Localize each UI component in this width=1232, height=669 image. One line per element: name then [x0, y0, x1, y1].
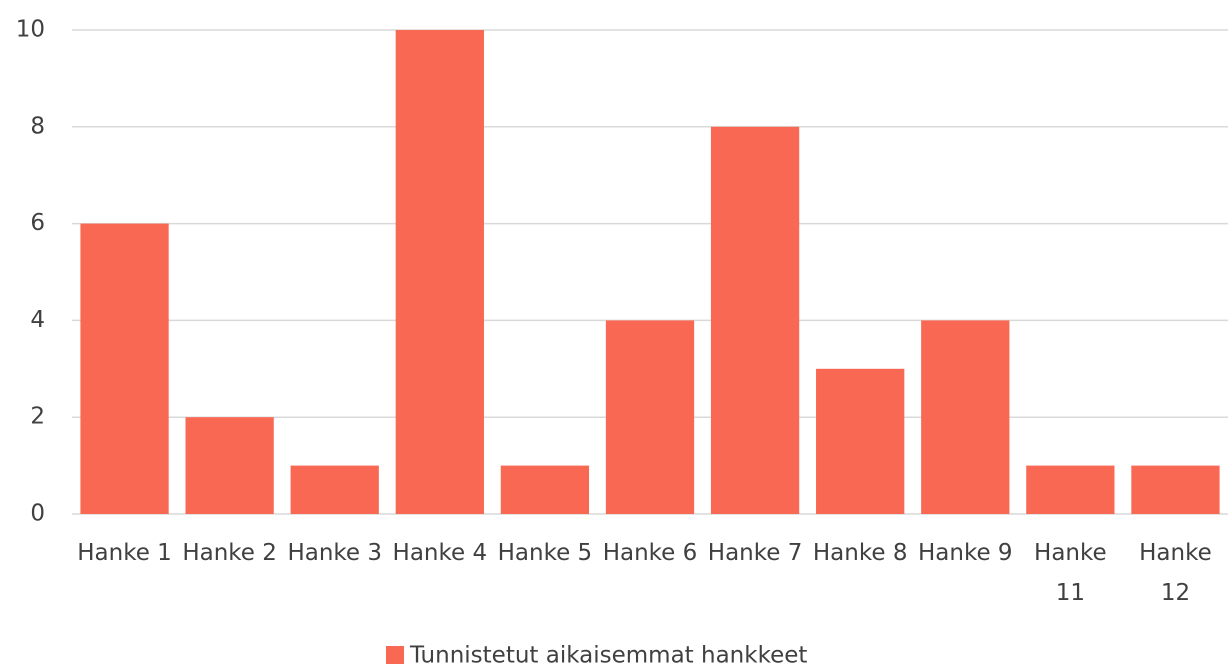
bar — [80, 223, 169, 514]
legend-label: Tunnistetut aikaisemmat hankkeet — [409, 643, 807, 669]
y-tick-label: 8 — [30, 113, 45, 139]
x-tick-label: Hanke 5 — [497, 540, 593, 566]
bar — [395, 30, 484, 514]
x-tick-label: Hanke 1 — [77, 540, 172, 566]
y-tick-label: 0 — [30, 501, 45, 527]
y-tick-label: 6 — [30, 210, 45, 236]
y-tick-label: 10 — [16, 17, 45, 43]
x-tick-label: Hanke 7 — [707, 540, 803, 566]
x-tick-label: Hanke 12 — [1139, 540, 1212, 606]
x-tick-label: Hanke 6 — [602, 540, 698, 566]
bar — [1131, 465, 1220, 514]
bar — [500, 465, 590, 514]
bar — [1026, 465, 1115, 514]
x-tick-label: Hanke 3 — [287, 540, 382, 566]
legend-swatch — [386, 646, 404, 664]
x-tick-label: Hanke 11 — [1034, 540, 1107, 606]
bar — [816, 368, 905, 514]
y-tick-label: 2 — [30, 404, 45, 430]
bar — [185, 417, 274, 514]
x-tick-label: Hanke 2 — [182, 540, 277, 566]
x-tick-label: Hanke 8 — [812, 540, 908, 566]
bar — [921, 320, 1010, 514]
y-tick-label: 4 — [30, 307, 45, 333]
x-tick-label: Hanke 4 — [392, 540, 488, 566]
bar — [290, 465, 379, 514]
x-tick-label: Hanke 9 — [917, 540, 1013, 566]
bar — [605, 320, 695, 514]
bar — [710, 126, 800, 515]
